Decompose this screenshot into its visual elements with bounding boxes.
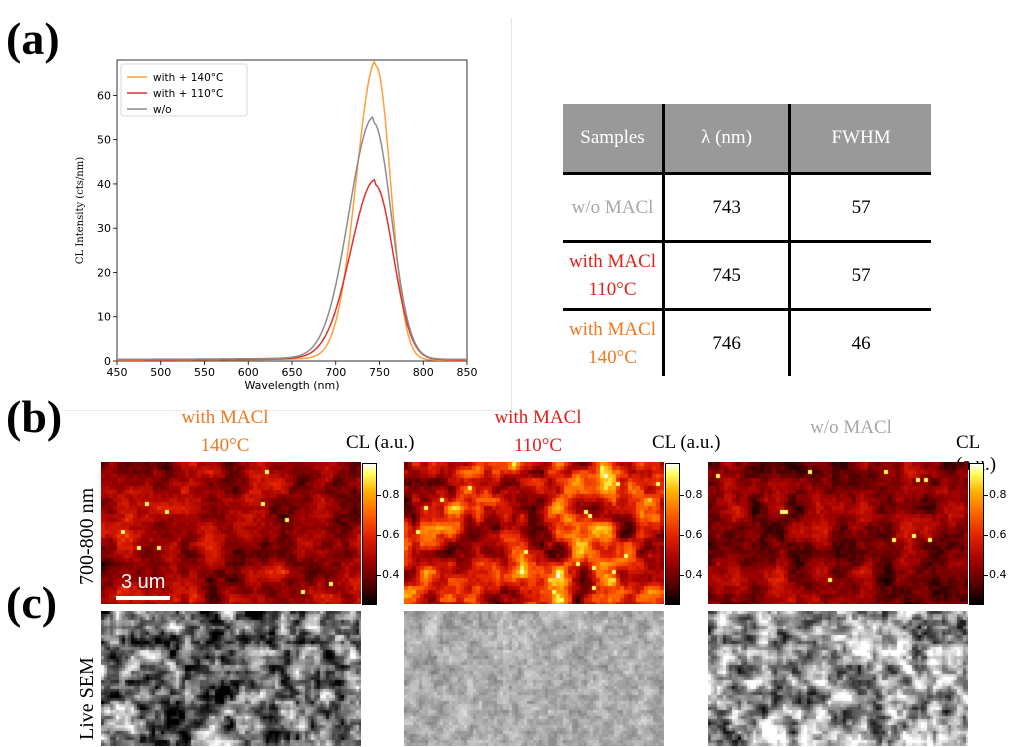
lambda-cell: 743 (661, 172, 790, 242)
sample-temp: 140°C (588, 346, 637, 368)
results-table: Samples λ (nm) FWHM w/o MACl 743 57 with… (563, 104, 931, 376)
fwhm-cell: 57 (788, 172, 931, 242)
x-axis-label: Wavelength (nm) (244, 379, 339, 392)
x-tick-label: 750 (369, 366, 390, 379)
y-tick-label: 0 (104, 355, 111, 368)
sample-cell: w/o MACl (563, 172, 664, 242)
map-title-line1: with MACl (494, 407, 582, 428)
x-tick-label: 650 (282, 366, 303, 379)
map-title-line2: 110°C (513, 435, 563, 456)
lambda-cell: 745 (661, 240, 790, 310)
row-label-sem: Live SEM (76, 657, 98, 740)
series-line (117, 178, 467, 361)
colorbar-tick: 0.4 (680, 568, 703, 581)
sample-name: with MACl (568, 318, 657, 340)
colorbar-label: CL (a.u.) (346, 432, 415, 453)
map-title-line1: w/o MACl (810, 417, 892, 438)
colorbar (362, 463, 377, 605)
cl-map-wo (708, 462, 968, 604)
sample-temp: 110°C (588, 278, 637, 300)
colorbar-tick: 0.4 (377, 568, 400, 581)
colorbar-label: CL (a.u.) (652, 432, 721, 453)
map-title-110: with MACl 110°C (463, 404, 613, 460)
y-tick-label: 60 (97, 89, 111, 102)
colorbar-tick: 0.8 (984, 488, 1007, 501)
y-tick-label: 10 (97, 311, 111, 324)
panel-label-a: (a) (6, 13, 60, 64)
y-tick-label: 30 (97, 222, 111, 235)
table-row: with MACl 110°C 745 57 (563, 240, 931, 310)
y-tick-label: 20 (97, 266, 111, 279)
table-header-row: Samples λ (nm) FWHM (563, 104, 931, 174)
table-row: with MACl 140°C 746 46 (563, 308, 931, 376)
colorbar-tick: 0.4 (984, 568, 1007, 581)
table-row: w/o MACl 743 57 (563, 172, 931, 242)
colorbar-tick: 0.8 (680, 488, 703, 501)
cl-spectrum-chart: 450 500 550 600 650 700 750 800 850 0 10 20 30 40 50 60… (75, 59, 478, 392)
scalebar-label: 3 um (121, 571, 166, 593)
legend-entry: w/o (153, 104, 172, 116)
cl-map-110 (404, 462, 664, 604)
horizontal-divider (60, 410, 512, 411)
sample-name: w/o MACl (571, 196, 654, 218)
sem-image-140 (101, 611, 361, 746)
sem-image-wo (708, 611, 968, 746)
colorbar (969, 463, 984, 605)
x-tick-label: 450 (107, 366, 128, 379)
colorbar (665, 463, 680, 605)
header-samples: Samples (563, 104, 664, 174)
sample-name: with MACl (568, 250, 657, 272)
colorbar-tick: 0.6 (377, 528, 400, 541)
x-tick-label: 550 (194, 366, 215, 379)
legend-box (120, 63, 248, 117)
map-title-line2: 140°C (200, 435, 250, 456)
fwhm-cell: 46 (788, 308, 931, 376)
series-line (117, 116, 467, 360)
x-tick-label: 850 (457, 366, 478, 379)
fwhm-cell: 57 (788, 240, 931, 310)
lambda-cell: 746 (661, 308, 790, 376)
x-tick-label: 500 (150, 366, 171, 379)
map-title-line1: with MACl (181, 407, 269, 428)
header-fwhm: FWHM (788, 104, 931, 174)
y-axis-label: CL Intensity (cts/nm) (75, 157, 86, 264)
scalebar (116, 596, 170, 600)
colorbar-tick: 0.6 (680, 528, 703, 541)
x-tick-label: 800 (413, 366, 434, 379)
row-label-wavelength: 700-800 nm (76, 487, 98, 585)
colorbar-tick: 0.8 (377, 488, 400, 501)
y-tick-label: 50 (97, 134, 111, 147)
sample-cell: with MACl 140°C (563, 308, 664, 376)
sem-image-110 (404, 611, 664, 746)
y-tick-label: 40 (97, 178, 111, 191)
colorbar-tick: 0.6 (984, 528, 1007, 541)
header-lambda: λ (nm) (661, 104, 790, 174)
panel-label-c: (c) (6, 577, 58, 628)
map-title-140: with MACl 140°C (150, 404, 300, 460)
map-title-wo: w/o MACl (776, 414, 926, 442)
x-tick-label: 700 (325, 366, 346, 379)
legend-entry: with + 140°C (153, 72, 223, 84)
vertical-divider (511, 18, 512, 410)
cl-map-140 (101, 462, 361, 604)
legend-entry: with + 110°C (153, 88, 223, 100)
x-tick-label: 600 (238, 366, 259, 379)
panel-label-b: (b) (6, 391, 63, 442)
sample-cell: with MACl 110°C (563, 240, 664, 310)
